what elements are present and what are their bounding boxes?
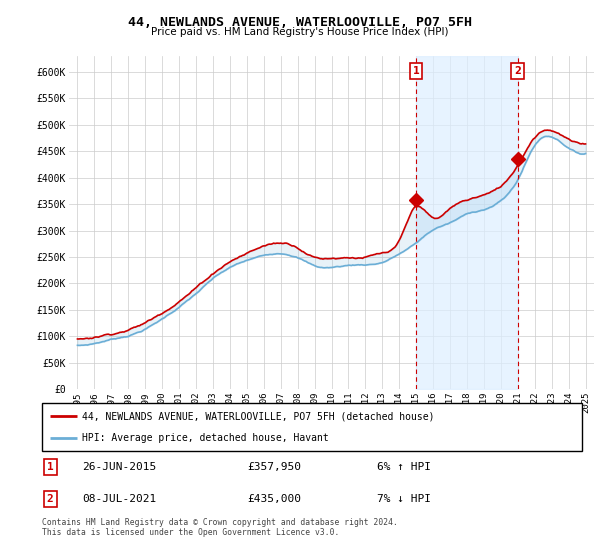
Text: £357,950: £357,950: [247, 462, 301, 472]
Text: 1: 1: [413, 66, 419, 76]
Text: 26-JUN-2015: 26-JUN-2015: [83, 462, 157, 472]
Text: Price paid vs. HM Land Registry's House Price Index (HPI): Price paid vs. HM Land Registry's House …: [151, 27, 449, 37]
Text: 7% ↓ HPI: 7% ↓ HPI: [377, 494, 431, 504]
Text: 6% ↑ HPI: 6% ↑ HPI: [377, 462, 431, 472]
Text: Contains HM Land Registry data © Crown copyright and database right 2024.
This d: Contains HM Land Registry data © Crown c…: [42, 518, 398, 538]
Text: 2: 2: [514, 66, 521, 76]
Text: 1: 1: [47, 462, 53, 472]
Text: HPI: Average price, detached house, Havant: HPI: Average price, detached house, Hava…: [83, 433, 329, 443]
Text: 2: 2: [47, 494, 53, 504]
Text: £435,000: £435,000: [247, 494, 301, 504]
Text: 08-JUL-2021: 08-JUL-2021: [83, 494, 157, 504]
Text: 44, NEWLANDS AVENUE, WATERLOOVILLE, PO7 5FH (detached house): 44, NEWLANDS AVENUE, WATERLOOVILLE, PO7 …: [83, 411, 435, 421]
Text: 44, NEWLANDS AVENUE, WATERLOOVILLE, PO7 5FH: 44, NEWLANDS AVENUE, WATERLOOVILLE, PO7 …: [128, 16, 472, 29]
